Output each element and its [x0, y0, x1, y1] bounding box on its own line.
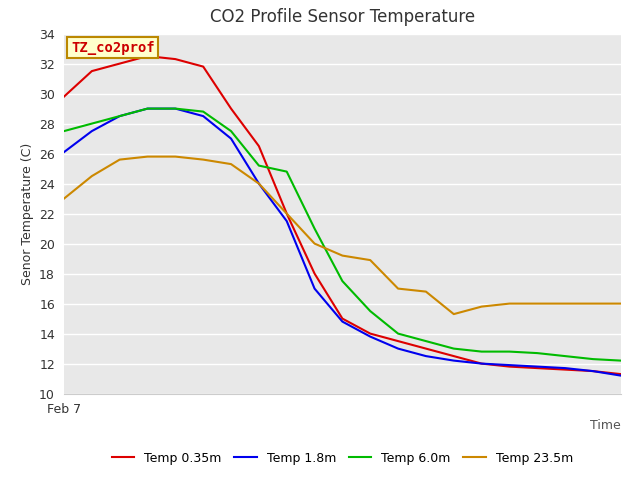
Temp 23.5m: [60, 196, 68, 202]
Title: CO2 Profile Sensor Temperature: CO2 Profile Sensor Temperature: [210, 9, 475, 26]
Temp 0.35m: [227, 106, 235, 111]
Temp 6.0m: [450, 346, 458, 351]
Temp 6.0m: [506, 348, 513, 354]
Temp 23.5m: [172, 154, 179, 159]
Temp 23.5m: [116, 156, 124, 162]
Temp 23.5m: [477, 304, 486, 310]
Temp 23.5m: [227, 161, 235, 167]
Temp 0.35m: [116, 60, 124, 66]
Temp 6.0m: [60, 128, 68, 134]
Temp 0.35m: [311, 271, 319, 276]
Temp 0.35m: [617, 371, 625, 377]
Temp 0.35m: [339, 316, 346, 322]
Temp 6.0m: [116, 113, 124, 119]
Temp 23.5m: [506, 300, 513, 306]
Temp 23.5m: [589, 300, 597, 306]
Temp 23.5m: [339, 252, 346, 258]
Temp 1.8m: [589, 368, 597, 374]
Temp 23.5m: [561, 300, 569, 306]
Temp 1.8m: [143, 106, 151, 111]
Y-axis label: Senor Temperature (C): Senor Temperature (C): [20, 143, 33, 285]
Temp 23.5m: [255, 180, 263, 186]
Temp 1.8m: [394, 346, 402, 351]
Temp 6.0m: [394, 331, 402, 336]
Temp 0.35m: [172, 56, 179, 62]
Text: Time: Time: [590, 419, 621, 432]
Temp 1.8m: [450, 358, 458, 363]
Temp 23.5m: [200, 156, 207, 162]
Temp 6.0m: [561, 353, 569, 359]
Temp 23.5m: [534, 300, 541, 306]
Temp 1.8m: [561, 365, 569, 371]
Temp 1.8m: [366, 334, 374, 339]
Temp 0.35m: [200, 64, 207, 70]
Temp 6.0m: [88, 120, 96, 126]
Temp 23.5m: [422, 288, 430, 294]
Temp 6.0m: [534, 350, 541, 356]
Temp 6.0m: [227, 128, 235, 134]
Line: Temp 23.5m: Temp 23.5m: [64, 156, 621, 314]
Temp 23.5m: [366, 257, 374, 263]
Temp 1.8m: [172, 106, 179, 111]
Temp 0.35m: [366, 331, 374, 336]
Temp 6.0m: [200, 108, 207, 114]
Temp 6.0m: [422, 338, 430, 344]
Temp 0.35m: [450, 353, 458, 359]
Temp 1.8m: [617, 372, 625, 378]
Temp 0.35m: [534, 365, 541, 371]
Temp 23.5m: [394, 286, 402, 291]
Temp 23.5m: [450, 311, 458, 317]
Temp 1.8m: [116, 113, 124, 119]
Temp 23.5m: [143, 154, 151, 159]
Temp 6.0m: [143, 106, 151, 111]
Temp 1.8m: [283, 218, 291, 224]
Line: Temp 6.0m: Temp 6.0m: [64, 108, 621, 360]
Temp 0.35m: [589, 368, 597, 374]
Line: Temp 1.8m: Temp 1.8m: [64, 108, 621, 375]
Temp 1.8m: [534, 364, 541, 370]
Temp 6.0m: [617, 358, 625, 363]
Temp 1.8m: [255, 180, 263, 186]
Line: Temp 0.35m: Temp 0.35m: [64, 56, 621, 374]
Legend: Temp 0.35m, Temp 1.8m, Temp 6.0m, Temp 23.5m: Temp 0.35m, Temp 1.8m, Temp 6.0m, Temp 2…: [107, 447, 578, 469]
Temp 6.0m: [339, 278, 346, 284]
Temp 1.8m: [311, 286, 319, 291]
Temp 0.35m: [283, 211, 291, 216]
Temp 6.0m: [172, 106, 179, 111]
Temp 1.8m: [60, 149, 68, 155]
Temp 6.0m: [366, 308, 374, 314]
Temp 23.5m: [311, 240, 319, 247]
Temp 0.35m: [506, 364, 513, 370]
Temp 23.5m: [617, 300, 625, 306]
Temp 1.8m: [477, 361, 486, 367]
Text: TZ_co2prof: TZ_co2prof: [71, 40, 155, 55]
Temp 0.35m: [561, 367, 569, 372]
Temp 6.0m: [477, 348, 486, 354]
Temp 6.0m: [589, 356, 597, 362]
Temp 6.0m: [255, 163, 263, 168]
Temp 6.0m: [311, 226, 319, 231]
Temp 1.8m: [422, 353, 430, 359]
Temp 6.0m: [283, 168, 291, 174]
Temp 0.35m: [422, 346, 430, 351]
Temp 23.5m: [283, 211, 291, 216]
Temp 0.35m: [88, 68, 96, 74]
Temp 1.8m: [88, 128, 96, 134]
Temp 0.35m: [394, 338, 402, 344]
Temp 1.8m: [227, 136, 235, 142]
Temp 1.8m: [506, 362, 513, 368]
Temp 0.35m: [477, 361, 486, 367]
Temp 0.35m: [143, 53, 151, 59]
Temp 0.35m: [60, 94, 68, 99]
Temp 1.8m: [200, 113, 207, 119]
Temp 23.5m: [88, 173, 96, 179]
Temp 1.8m: [339, 319, 346, 324]
Temp 0.35m: [255, 143, 263, 149]
